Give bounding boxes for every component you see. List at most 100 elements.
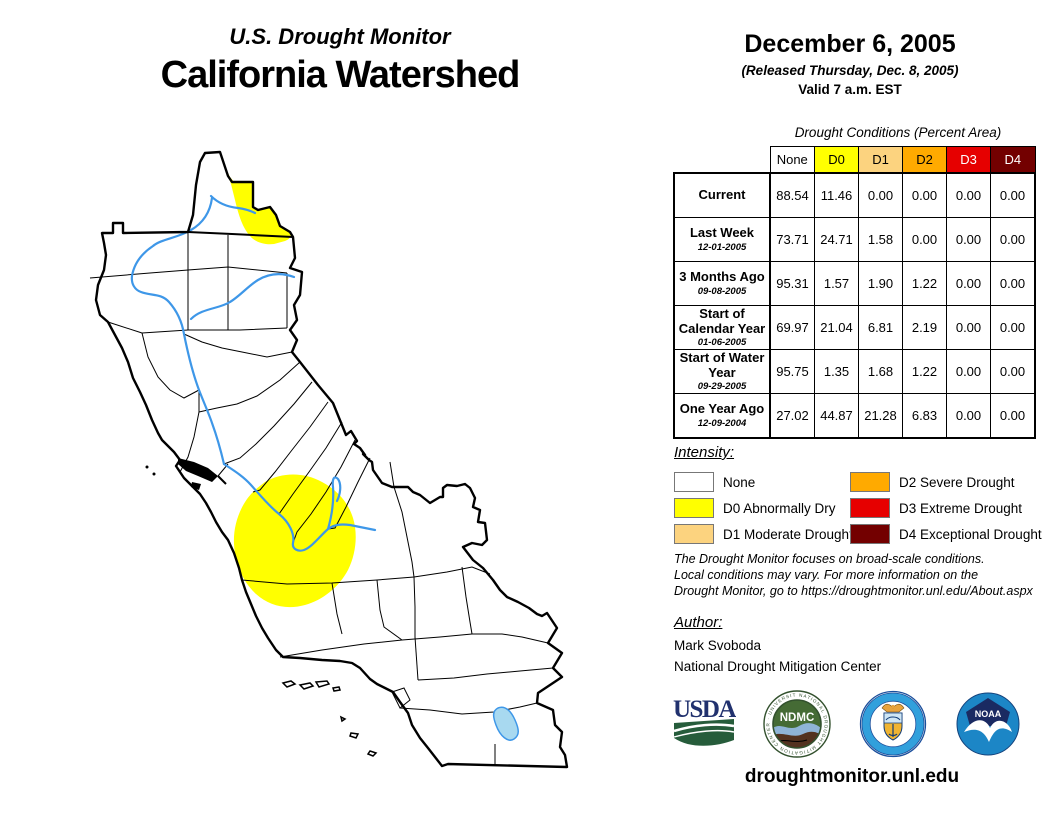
page-supertitle: U.S. Drought Monitor [229, 24, 451, 49]
watershed-outline [94, 150, 569, 769]
legend-swatch-2 [674, 524, 714, 544]
d0-area-north [220, 154, 291, 245]
date-block: December 6, 2005 (Released Thursday, Dec… [688, 30, 1012, 97]
legend-grid: None D0 Abnormally Dry D1 Moderate Drought… [674, 469, 1044, 547]
row-label-5: One Year Ago 12-09-2004 [673, 393, 771, 439]
map-date: December 6, 2005 [744, 30, 956, 58]
released-date: (Released Thursday, Dec. 8, 2005) [741, 63, 959, 78]
channel-islands [281, 680, 378, 757]
river-pit [209, 194, 257, 215]
cell-row4-d4: 0.00 [990, 349, 1036, 394]
cell-row2-d1: 1.90 [858, 261, 903, 306]
table-header-row: None D0 D1 D2 D3 D4 [674, 146, 1036, 174]
legend-label-0: None [723, 474, 756, 490]
cell-row0-none: 88.54 [769, 172, 815, 218]
drought-table: None D0 D1 D2 D3 D4 Current 88.54 11.46 0.00 0.00… [673, 146, 1036, 439]
author-block: Author: Mark Svoboda National Drought Mi… [674, 614, 881, 680]
disclaimer-line-1: The Drought Monitor focuses on broad-sca… [674, 552, 985, 566]
title-block: U.S. Drought Monitor California Watershe… [40, 24, 640, 97]
column-header-d2: D2 [902, 146, 947, 174]
cell-row5-d4: 0.00 [990, 393, 1036, 439]
d0-area-central [233, 474, 356, 608]
california-watershed-map [89, 150, 569, 769]
legend-item-3: D2 Severe Drought [850, 469, 1044, 495]
cell-row5-d1: 21.28 [858, 393, 903, 439]
cell-row3-d1: 6.81 [858, 305, 903, 350]
logo-row: USDA NATIONAL DROUGHT MITIGATION CENTER … [672, 690, 1022, 758]
page-title: California Watershed [160, 54, 521, 96]
cell-row3-none: 69.97 [769, 305, 815, 350]
legend-heading: Intensity: [674, 444, 735, 461]
cell-row5-d0: 44.87 [814, 393, 859, 439]
table-row-4: Start of Water Year 09-29-2005 95.75 1.35 1.… [673, 349, 1036, 394]
noaa-logo-text: NOAA [975, 709, 1002, 719]
cell-row0-d3: 0.00 [946, 172, 991, 218]
river-merced-hook [326, 476, 342, 531]
author-name: Mark Svoboda [674, 638, 762, 653]
table-row-5: One Year Ago 12-09-2004 27.02 44.87 21.28 6.8… [673, 393, 1036, 439]
oregon-border-line [187, 231, 294, 238]
column-header-none: None [769, 146, 815, 174]
cell-row2-d2: 1.22 [902, 261, 947, 306]
legend-label-1: D0 Abnormally Dry [723, 500, 836, 516]
cell-row1-d0: 24.71 [814, 217, 859, 262]
cell-row5-d3: 0.00 [946, 393, 991, 439]
cell-row1-d2: 0.00 [902, 217, 947, 262]
column-header-d3: D3 [946, 146, 991, 174]
legend-label-3: D2 Severe Drought [899, 474, 1015, 490]
row-label-1: Last Week 12-01-2005 [673, 217, 771, 262]
cell-row0-d1: 0.00 [858, 172, 903, 218]
cell-row4-d2: 1.22 [902, 349, 947, 394]
intensity-legend: Intensity: None D0 Abnormally Dry D1 Moder… [674, 444, 1044, 547]
cell-row3-d2: 2.19 [902, 305, 947, 350]
cell-row5-none: 27.02 [769, 393, 815, 439]
cell-row4-d0: 1.35 [814, 349, 859, 394]
rivers [130, 194, 377, 552]
cell-row1-none: 73.71 [769, 217, 815, 262]
legend-item-4: D3 Extreme Drought [850, 495, 1044, 521]
cell-row2-d0: 1.57 [814, 261, 859, 306]
cell-row4-d3: 0.00 [946, 349, 991, 394]
disclaimer-line-3: Drought Monitor, go to https://droughtmo… [674, 583, 1033, 598]
cell-row2-none: 95.31 [769, 261, 815, 306]
drought-table-body: Current 88.54 11.46 0.00 0.00 0.00 0.00 Last We… [673, 172, 1036, 439]
legend-item-5: D4 Exceptional Drought [850, 521, 1044, 547]
legend-swatch-1 [674, 498, 714, 518]
site-url: droughtmonitor.unl.edu [744, 766, 960, 787]
legend-item-0: None [674, 469, 850, 495]
map-container [42, 122, 672, 798]
row-label-2: 3 Months Ago 09-08-2005 [673, 261, 771, 306]
cell-row3-d0: 21.04 [814, 305, 859, 350]
ndmc-logo-text: NDMC [780, 712, 815, 724]
legend-swatch-3 [850, 472, 890, 492]
cell-row0-d4: 0.00 [990, 172, 1036, 218]
usda-logo-text: USDA [673, 696, 736, 723]
commerce-seal-logo [859, 690, 926, 758]
river-feather [189, 273, 296, 321]
legend-item-1: D0 Abnormally Dry [674, 495, 850, 521]
cell-row0-d0: 11.46 [814, 172, 859, 218]
cell-row3-d4: 0.00 [990, 305, 1036, 350]
table-row-3: Start of Calendar Year 01-06-2005 69.97 21.… [673, 305, 1036, 350]
cell-row5-d2: 6.83 [902, 393, 947, 439]
author-org: National Drought Mitigation Center [674, 659, 882, 674]
watershed-subboundaries [89, 232, 554, 765]
row-label-4: Start of Water Year 09-29-2005 [673, 349, 771, 394]
table-title: Drought Conditions (Percent Area) [794, 125, 1002, 140]
disclaimer-text: The Drought Monitor focuses on broad-sca… [674, 552, 1050, 599]
cell-row1-d4: 0.00 [990, 217, 1036, 262]
cell-row2-d4: 0.00 [990, 261, 1036, 306]
river-sacramento [130, 196, 226, 466]
legend-label-2: D1 Moderate Drought [723, 526, 853, 542]
legend-label-4: D3 Extreme Drought [899, 500, 1023, 516]
salton-sea [492, 706, 519, 741]
legend-swatch-5 [850, 524, 890, 544]
header-spacer-cell [674, 147, 770, 174]
cell-row3-d3: 0.00 [946, 305, 991, 350]
legend-item-2: D1 Moderate Drought [674, 521, 853, 547]
table-row-1: Last Week 12-01-2005 73.71 24.71 1.58 0.00 0.0… [673, 217, 1036, 262]
cell-row0-d2: 0.00 [902, 172, 947, 218]
cell-row4-none: 95.75 [769, 349, 815, 394]
row-label-0: Current [673, 172, 771, 218]
ndmc-logo: NATIONAL DROUGHT MITIGATION CENTER · UNI… [763, 690, 832, 758]
